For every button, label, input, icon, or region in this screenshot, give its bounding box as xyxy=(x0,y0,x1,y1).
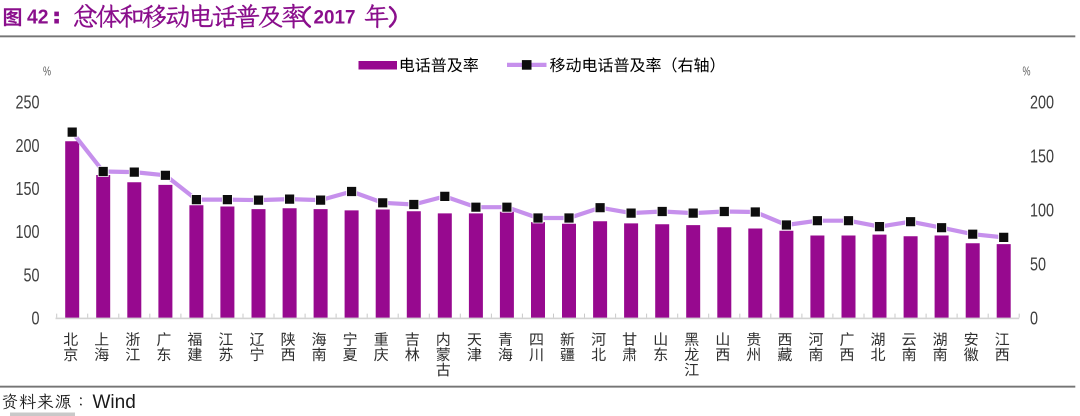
svg-text:200: 200 xyxy=(16,136,40,156)
svg-text:100: 100 xyxy=(16,222,40,242)
svg-text:0: 0 xyxy=(1030,309,1038,329)
svg-text:42: 42 xyxy=(27,6,49,28)
svg-text:50: 50 xyxy=(1030,255,1046,275)
svg-text:200: 200 xyxy=(1030,93,1054,113)
svg-text:Wind: Wind xyxy=(93,392,136,413)
svg-text:150: 150 xyxy=(16,179,40,199)
svg-text:%: % xyxy=(1023,65,1031,79)
svg-text:50: 50 xyxy=(24,265,40,285)
svg-text:150: 150 xyxy=(1030,147,1054,167)
svg-text:100: 100 xyxy=(1030,201,1054,221)
svg-text:2017: 2017 xyxy=(314,7,356,28)
svg-text:%: % xyxy=(43,65,51,79)
svg-text:250: 250 xyxy=(16,93,40,113)
svg-text:0: 0 xyxy=(32,309,40,329)
